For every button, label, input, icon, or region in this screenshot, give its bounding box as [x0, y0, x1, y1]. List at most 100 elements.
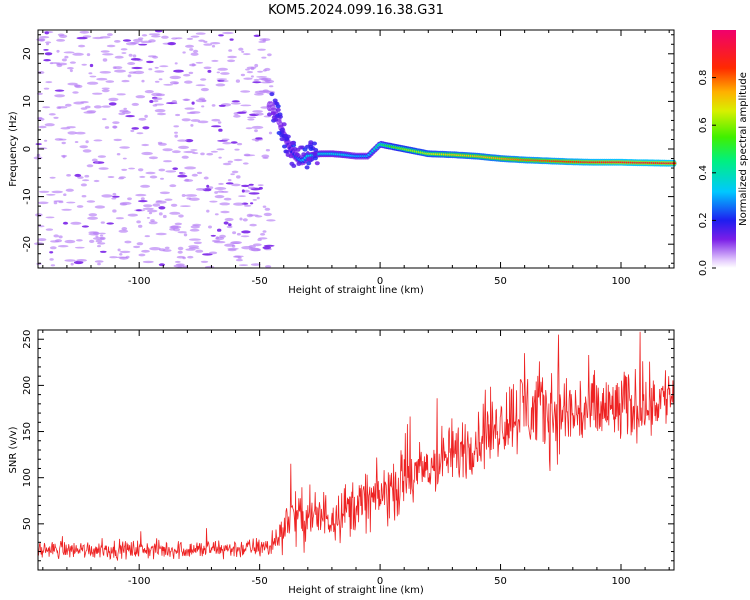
noise-cell [231, 170, 239, 174]
noise-cell [211, 239, 221, 243]
noise-cell [225, 182, 234, 185]
noise-cell [128, 53, 133, 57]
colorbar-label: Normalized spectral amplitude [738, 72, 749, 226]
noise-cell [162, 249, 172, 252]
noise-cell [164, 246, 170, 250]
ridge-cell [279, 137, 285, 142]
noise-cell [243, 77, 253, 80]
noise-cell [85, 140, 89, 144]
ridge-cell [314, 161, 320, 166]
noise-cell [191, 101, 195, 105]
noise-cell [190, 52, 199, 56]
noise-cell [136, 132, 144, 135]
noise-cell [38, 190, 50, 193]
noise-cell [208, 225, 212, 229]
noise-cell [243, 204, 252, 207]
noise-cell [189, 48, 194, 51]
noise-cell [224, 217, 234, 222]
y-tick-label: 100 [22, 468, 33, 487]
x-tick-label: 0 [377, 576, 383, 587]
noise-cell [92, 161, 105, 164]
noise-cell [206, 209, 210, 213]
noise-cell [181, 194, 186, 197]
noise-cell [227, 179, 232, 182]
noise-cell [66, 126, 76, 129]
noise-cell [228, 223, 232, 227]
noise-cell [218, 156, 222, 159]
noise-cell [92, 36, 104, 40]
noise-cell [169, 184, 177, 188]
colorbar-tick-label: 0.0 [698, 260, 709, 276]
snr-ticks: -100 -50 0 50 100 50 100 150 200 250 [22, 330, 674, 587]
noise-cell [160, 177, 164, 180]
noise-cell [170, 225, 179, 229]
noise-cell [245, 127, 253, 130]
noise-cell [195, 61, 204, 64]
noise-cell [178, 145, 189, 149]
noise-cell [97, 242, 106, 245]
noise-cell [188, 71, 194, 75]
noise-cell [57, 106, 68, 109]
noise-cell [211, 44, 216, 48]
noise-cell [149, 247, 161, 251]
colorbar-gradient [712, 30, 736, 268]
noise-cell [206, 184, 210, 188]
x-tick-label: 0 [377, 276, 383, 287]
noise-cell [81, 63, 87, 66]
noise-cell [118, 229, 129, 233]
noise-cell [257, 238, 262, 241]
noise-cell [186, 37, 194, 41]
noise-cell [235, 79, 240, 83]
noise-cell [138, 253, 146, 257]
noise-cell [236, 175, 241, 179]
noise-cell [121, 168, 128, 171]
noise-cell [145, 171, 156, 175]
ridge-cell [301, 152, 307, 157]
ridge-cell [306, 156, 312, 161]
noise-cell [177, 231, 187, 234]
noise-cell [91, 158, 98, 162]
noise-cell [141, 151, 153, 156]
noise-cell [169, 75, 182, 80]
ridge-cell [274, 101, 280, 106]
ridge-cell [282, 144, 287, 149]
noise-cell [43, 59, 51, 62]
noise-cell [93, 105, 102, 109]
x-tick-label: 100 [611, 576, 630, 587]
noise-cell [188, 245, 200, 248]
noise-cell [185, 248, 196, 251]
noise-cell [210, 150, 218, 153]
noise-cell [113, 138, 122, 142]
noise-cell [177, 250, 183, 254]
x-tick-label: -50 [251, 276, 267, 287]
noise-cell [49, 251, 54, 254]
noise-cell [214, 187, 227, 190]
noise-cell [62, 221, 69, 225]
noise-cell [217, 190, 224, 193]
noise-cell [217, 67, 228, 71]
noise-cell [101, 105, 111, 108]
noise-cell [198, 97, 206, 101]
noise-cell [138, 168, 144, 172]
noise-cell [130, 129, 135, 133]
noise-cell [53, 234, 59, 238]
noise-cell [190, 35, 200, 38]
noise-cell [177, 174, 188, 178]
ridge-cell [284, 149, 290, 154]
noise-cell [226, 225, 233, 229]
noise-cell [238, 47, 244, 51]
noise-cell [112, 192, 117, 196]
noise-cell [88, 213, 98, 217]
noise-cell [262, 246, 272, 250]
noise-cell [262, 205, 267, 208]
ridge-cell [312, 156, 318, 161]
noise-cell [258, 186, 263, 190]
spectrogram-background [38, 30, 674, 268]
noise-cell [261, 56, 267, 59]
noise-cell [132, 54, 137, 58]
noise-cell [123, 107, 127, 110]
noise-cell [183, 233, 188, 237]
noise-cell [231, 102, 241, 105]
noise-cell [106, 222, 114, 225]
noise-cell [197, 120, 209, 124]
